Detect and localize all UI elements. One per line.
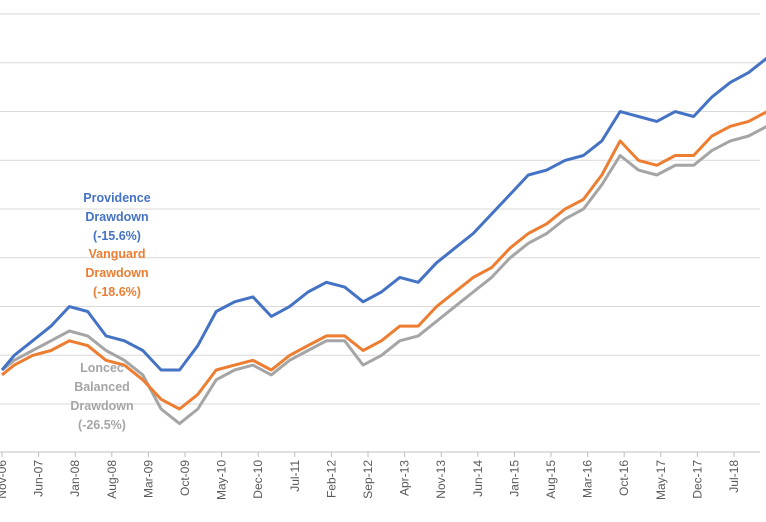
x-tick-label: Sep-12 [361,460,375,499]
annotation-text: Vanguard [89,247,146,261]
x-tick-label: Oct-09 [178,460,192,496]
x-tick-label: May-10 [215,460,229,500]
x-tick-label: Jan-08 [68,460,82,497]
annotation-text: Providence [83,191,150,205]
x-tick-label: Feb-12 [324,460,338,498]
annotation-text: Drawdown [70,399,133,413]
x-tick-label: Jun-14 [471,460,485,497]
x-tick-label: Jun-07 [32,460,46,497]
x-tick-label: Oct-16 [617,460,631,496]
gridlines [0,13,760,453]
x-tick-label: Aug-15 [544,460,558,499]
x-tick-label: Mar-16 [581,460,595,498]
annotation-text: Drawdown [85,210,148,224]
series-line-vanguard [1,110,766,411]
series-lines [0,56,766,426]
x-tick-label: Mar-09 [141,460,155,498]
x-tick-label: Nov-13 [434,460,448,499]
drawdown-annotations: Providence Drawdown (-15.6%) Vanguard Drawdo… [70,191,150,432]
x-tick-label: May-17 [654,460,668,500]
annotation-text: Loncec [80,361,124,375]
x-tick-label: Jan-15 [507,460,521,497]
annotation-text: Balanced [74,380,130,394]
x-tick-label: Nov-06 [0,460,9,499]
annotation-text: (-26.5%) [78,418,126,432]
x-tick-label: Jul-18 [727,460,741,493]
x-tick-label: Aug-08 [105,460,119,499]
annotation-text: Drawdown [85,266,148,280]
series-line-loncec-balanced [1,125,766,426]
x-tick-label: Apr-13 [398,460,412,496]
x-tick-label: Dec-17 [690,460,704,499]
x-tick-label: Jul-11 [288,460,302,492]
annotation-text: (-18.6%) [93,285,141,299]
x-axis-ticks: Nov-06 Jun-07 Jan-08 Aug-08 Mar-09 Oct-09 May-… [0,452,741,500]
x-tick-label: Dec-10 [251,460,265,499]
annotation-text: (-15.6%) [93,229,141,243]
series-line-providence [0,56,766,372]
